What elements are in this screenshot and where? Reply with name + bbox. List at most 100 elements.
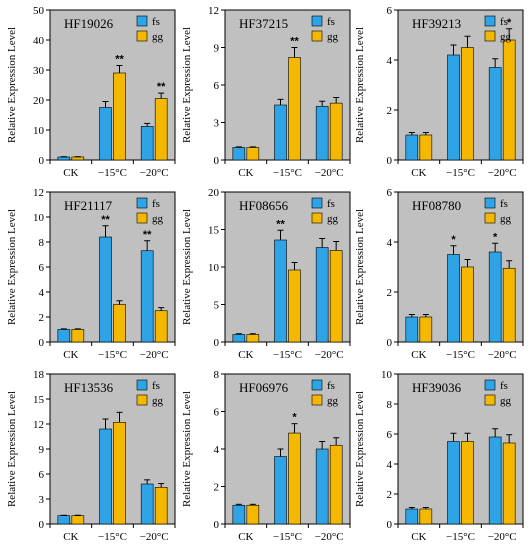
panel-title: HF37215 (239, 16, 288, 31)
x-tick-label: CK (411, 531, 426, 543)
legend-swatch-fs (484, 379, 496, 391)
y-axis-label: Relative Expression Level (354, 27, 366, 143)
legend-swatch-gg (311, 30, 323, 42)
legend-swatch-gg (484, 212, 496, 224)
y-tick-label: 4 (39, 287, 45, 299)
panel-title: HF39213 (412, 16, 461, 31)
bar-fs (405, 316, 419, 343)
y-tick-label: 2 (214, 482, 220, 494)
x-tick-label: −20°C (488, 531, 517, 543)
significance-mark: ** (115, 54, 124, 66)
plot-area (397, 9, 524, 161)
y-tick-label: 3 (214, 118, 220, 130)
y-tick-label: 12 (33, 187, 44, 199)
x-tick-label: CK (63, 167, 78, 179)
panel-HF19026: 0 10 20 30 40 50 Relative Expression Level CK −1… (6, 5, 176, 179)
y-tick-label: 6 (39, 262, 45, 274)
y-axis-label: Relative Expression Level (181, 391, 193, 507)
y-tick-label: 4 (214, 444, 220, 456)
x-tick-label: −20°C (315, 167, 344, 179)
bar-gg (154, 310, 168, 343)
bar-gg (113, 422, 126, 525)
bar-fs (447, 54, 460, 161)
y-tick-label: 0 (214, 155, 220, 167)
bar-fs (232, 334, 246, 343)
bar-gg (113, 304, 126, 343)
y-tick-label: 15 (208, 225, 220, 237)
panel-title: HF21117 (64, 198, 113, 213)
y-tick-label: 2 (39, 312, 45, 324)
bar-gg (419, 508, 433, 525)
bar-fs (488, 436, 502, 525)
bar-fs (274, 239, 287, 343)
y-tick-label: 4 (387, 459, 393, 471)
bar-gg (502, 267, 516, 343)
y-axis-label: Relative Expression Level (6, 209, 18, 325)
bar-gg (288, 432, 301, 525)
plot-area (397, 373, 524, 525)
y-tick-label: 6 (214, 407, 220, 419)
bar-gg (419, 134, 433, 161)
bar-fs (315, 247, 329, 343)
significance-mark: * (507, 17, 512, 29)
legend-swatch-gg (311, 212, 323, 224)
bar-fs (488, 67, 502, 161)
y-tick-label: 12 (33, 419, 44, 431)
x-tick-label: −15°C (273, 349, 302, 361)
y-tick-label: 40 (33, 35, 45, 47)
bar-fs (57, 515, 71, 525)
panel-title: HF19026 (64, 16, 114, 31)
y-axis-label: Relative Expression Level (354, 209, 366, 325)
legend-label: gg (152, 31, 164, 43)
x-tick-label: −15°C (98, 531, 127, 543)
legend-label: gg (152, 213, 164, 225)
bar-gg (71, 515, 85, 525)
bar-fs (315, 448, 329, 525)
y-tick-label: 8 (39, 237, 45, 249)
x-tick-label: −20°C (140, 167, 169, 179)
x-tick-label: −20°C (488, 167, 517, 179)
bar-fs (405, 508, 419, 525)
bar-fs (274, 456, 287, 525)
legend-label: fs (152, 380, 160, 392)
x-tick-label: −15°C (98, 167, 127, 179)
legend-swatch-fs (484, 15, 496, 27)
y-tick-label: 10 (33, 125, 45, 137)
panel-title: HF08780 (412, 198, 461, 213)
legend-swatch-fs (311, 379, 323, 391)
bar-gg (154, 487, 168, 525)
legend-swatch-gg (136, 30, 148, 42)
x-tick-label: −15°C (446, 349, 475, 361)
panel-HF06976: 0 2 4 6 8 Relative Expression Level CK −15°C −20… (181, 369, 351, 543)
y-tick-label: 0 (387, 155, 393, 167)
y-axis-label: Relative Expression Level (181, 27, 193, 143)
y-axis-label: Relative Expression Level (6, 27, 18, 143)
bar-gg (71, 329, 85, 343)
panel-HF39213: 0 2 4 6 Relative Expression Level CK −15°C −20°… (354, 5, 524, 179)
y-tick-label: 20 (33, 95, 45, 107)
bar-fs (315, 105, 329, 161)
y-tick-label: 6 (39, 469, 45, 481)
legend-label: gg (500, 213, 512, 225)
bar-fs (232, 504, 246, 525)
y-tick-label: 9 (214, 43, 220, 55)
y-tick-label: 4 (387, 237, 393, 249)
bar-gg (113, 72, 126, 161)
significance-mark: * (493, 231, 498, 243)
bar-gg (288, 269, 301, 343)
legend-label: fs (152, 16, 160, 28)
y-tick-label: 0 (39, 337, 45, 349)
bar-gg (329, 250, 343, 343)
y-tick-label: 6 (387, 5, 393, 17)
plot-area (49, 191, 176, 343)
x-tick-label: CK (63, 531, 78, 543)
x-tick-label: −15°C (98, 349, 127, 361)
plot-area (49, 9, 176, 161)
legend-label: fs (152, 198, 160, 210)
significance-mark: ** (157, 81, 166, 93)
bar-gg (461, 266, 474, 343)
x-tick-label: −15°C (273, 531, 302, 543)
y-tick-label: 8 (387, 399, 393, 411)
y-tick-label: 4 (387, 55, 393, 67)
panel-HF08656: 0 5 10 15 20 Relative Expression Level CK −15°C… (181, 187, 351, 361)
